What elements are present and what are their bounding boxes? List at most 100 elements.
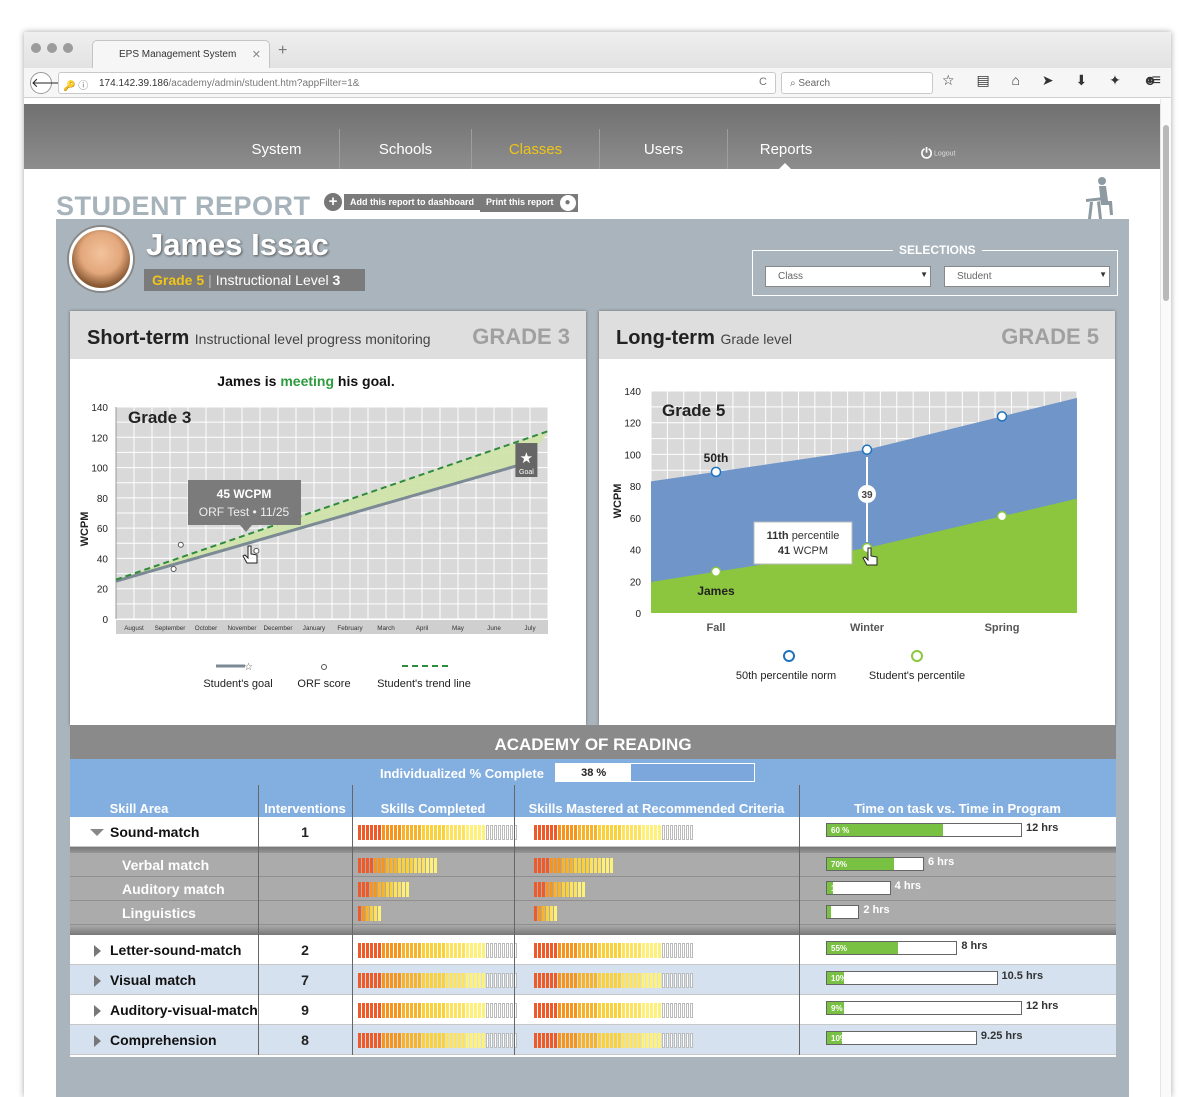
skill-progress-bars [534, 973, 693, 988]
legend-orf: ORF score [297, 678, 350, 690]
student-avatar [69, 227, 133, 291]
print-icon: ● [559, 195, 576, 211]
site-info-icon[interactable]: 🔑 ⓘ [63, 81, 89, 92]
y-tick-label: 140 [624, 387, 641, 398]
sub-skill-row[interactable]: Linguistics 5% 2 hrs [70, 901, 1116, 925]
expand-arrow-icon[interactable] [94, 1005, 101, 1017]
page-title: STUDENT REPORT [56, 191, 311, 221]
scrollbar[interactable] [1160, 99, 1171, 1097]
nav-system[interactable]: System [214, 129, 340, 169]
student-name: James Issac [146, 227, 329, 262]
y-tick-label: 0 [102, 615, 108, 626]
x-tick-label: August [124, 625, 144, 632]
scrollbar-thumb[interactable] [1163, 125, 1169, 301]
skill-row[interactable]: Letter-sound-match 2 55% 8 hrs [70, 935, 1116, 965]
orf-score-point [253, 547, 260, 554]
skill-progress-bars [534, 882, 585, 897]
hamburger-menu-icon[interactable]: ≡ [1151, 72, 1161, 89]
short-term-subtitle: Instructional level progress monitoring [194, 331, 431, 347]
grade-label: Grade 5 [152, 272, 205, 288]
chart-grade-label: Grade 5 [662, 401, 725, 420]
time-total-bar: 60 % [826, 823, 1022, 837]
short-term-header: Short-term Instructional level progress … [70, 311, 586, 359]
skill-progress-bars [358, 825, 517, 840]
add-to-dashboard-button[interactable]: + Add this report to dashboard [324, 193, 486, 212]
nav-classes[interactable]: Classes [472, 129, 600, 169]
skill-name: Letter-sound-match [110, 942, 242, 958]
x-axis-band [116, 620, 548, 634]
skill-progress-bars [534, 1033, 693, 1048]
y-tick-label: 120 [624, 419, 641, 430]
expand-arrow-icon[interactable] [94, 1035, 101, 1047]
expand-arrow-icon[interactable] [94, 975, 101, 987]
skill-row[interactable]: Sound-match 1 60 % 12 hrs [70, 817, 1116, 847]
logout-button[interactable]: ⏻ Logout [921, 145, 955, 162]
time-in-program: 10.5 hrs [1001, 970, 1044, 982]
close-tab-icon[interactable]: ✕ [251, 49, 261, 61]
browser-tab[interactable]: EPS Management System ✕ [92, 40, 270, 68]
y-tick-label: 20 [97, 585, 109, 596]
star-icon: ☆ [244, 662, 253, 673]
sub-skill-row[interactable]: Verbal match 70% 6 hrs [70, 853, 1116, 877]
collapse-arrow-icon[interactable] [90, 829, 104, 836]
skill-progress-bars [534, 906, 557, 921]
skill-row[interactable]: Visual match 7 10% 10.5 hrs [70, 965, 1116, 995]
goal-marker [515, 443, 538, 478]
url-path: /academy/admin/student.htm?appFilter=1& [168, 78, 360, 89]
academy-title: ACADEMY OF READING [70, 725, 1116, 759]
class-select[interactable]: Class ▼ [765, 266, 931, 287]
time-in-program: 12 hrs [1026, 822, 1059, 834]
percentile-tooltip: 11th percentile 41 WCPM [753, 521, 853, 565]
percent-complete-label: Individualized % Complete [380, 766, 544, 781]
expand-arrow-icon[interactable] [94, 945, 101, 957]
nav-reports[interactable]: Reports [759, 141, 813, 158]
back-arrow-icon[interactable]: 🡐 [30, 72, 66, 94]
new-tab-icon[interactable]: + [278, 42, 288, 59]
address-bar[interactable]: 🔑 ⓘ 174.142.39.186/academy/admin/student… [58, 72, 776, 94]
search-field[interactable]: ⌕ Search [781, 72, 933, 94]
nav-schools[interactable]: Schools [340, 129, 472, 169]
long-term-legend: 50th percentile norm Student's percentil… [736, 650, 965, 682]
gap-value: 39 [861, 490, 873, 501]
interventions-count: 8 [301, 1032, 309, 1048]
print-report-button[interactable]: Print this report ● [480, 194, 578, 212]
browser-toolbar: 🡐 🔑 ⓘ 174.142.39.186/academy/admin/stude… [24, 68, 1171, 98]
skill-name: Verbal match [122, 857, 210, 873]
time-total-bar: 10% [826, 971, 998, 985]
tooltip-wcpm-unit: WCPM [793, 545, 828, 557]
window-zoom-dot[interactable] [63, 43, 73, 53]
x-tick-label: September [155, 625, 186, 632]
x-tick-label: November [227, 625, 256, 632]
skill-row[interactable]: Comprehension 8 10% 9.25 hrs [70, 1025, 1116, 1055]
y-tick-label: 80 [630, 482, 642, 493]
skill-name: Visual match [110, 972, 197, 988]
skill-progress-bars [358, 1033, 517, 1048]
column-divider [514, 785, 515, 1055]
tab-title: EPS Management System [119, 49, 237, 60]
student-grade-bar: Grade 5 | Instructional Level 3 [144, 269, 365, 291]
student-point [996, 511, 1008, 522]
x-tick-label: January [303, 625, 326, 632]
nav-users[interactable]: Users [600, 129, 728, 169]
tooltip-percentile: 11th [767, 530, 789, 542]
student-select[interactable]: Student ▼ [944, 266, 1110, 287]
skill-name: Sound-match [110, 824, 200, 840]
y-tick-label: 0 [635, 609, 641, 620]
window-close-dot[interactable] [31, 43, 41, 53]
orf-score-point [170, 566, 177, 573]
skill-row[interactable]: Auditory-visual-match 9 9% 12 hrs [70, 995, 1116, 1025]
window-minimize-dot[interactable] [47, 43, 57, 53]
time-total-bar: 10% [826, 881, 891, 895]
reload-icon[interactable]: C [759, 76, 767, 88]
sub-skill-row[interactable]: Auditory match 10% 4 hrs [70, 877, 1116, 901]
interventions-count: 2 [301, 942, 309, 958]
browser-window: EPS Management System ✕ + 🡐 🔑 ⓘ 174.142.… [24, 32, 1171, 1097]
skill-progress-bars [358, 906, 381, 921]
norm-point [996, 411, 1008, 422]
toolbar-icons[interactable]: ☆ ▤ ⌂ ➤ ⬇ ✦ ☻ [942, 72, 1167, 88]
x-tick-label: Winter [850, 622, 885, 634]
time-on-task-fill: 10% [827, 882, 847, 894]
student-select-label: Student [957, 271, 992, 282]
time-in-program: 9.25 hrs [980, 1030, 1023, 1042]
